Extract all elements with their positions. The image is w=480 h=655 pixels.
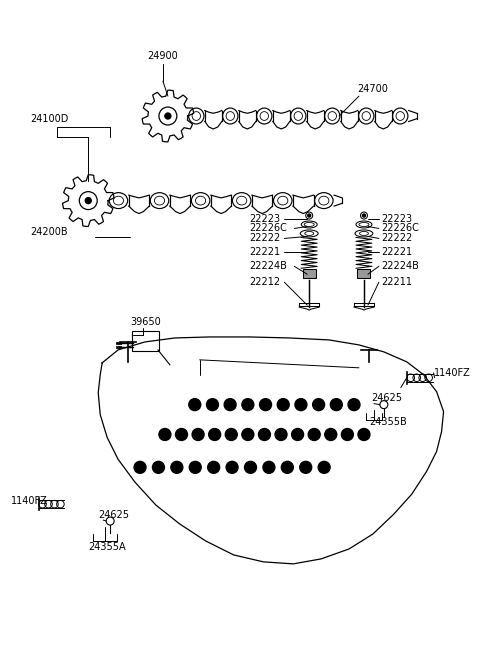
Text: 24200B: 24200B [31,227,68,238]
FancyBboxPatch shape [303,269,316,278]
Circle shape [189,461,201,474]
Circle shape [300,461,312,474]
Text: 39650: 39650 [130,317,161,327]
Circle shape [226,461,238,474]
Circle shape [85,198,91,204]
Circle shape [242,399,254,411]
Text: 24355A: 24355A [88,542,126,552]
Text: 22212: 22212 [250,277,281,287]
Circle shape [224,399,236,411]
Text: 24625: 24625 [371,392,402,403]
Text: 22226C: 22226C [381,223,419,233]
Circle shape [258,428,270,440]
Circle shape [325,428,337,440]
Text: 22222: 22222 [250,233,281,244]
Circle shape [263,461,275,474]
FancyBboxPatch shape [358,269,371,278]
Circle shape [330,399,342,411]
Circle shape [295,399,307,411]
Circle shape [192,428,204,440]
Circle shape [209,428,221,440]
Text: 22224B: 22224B [250,261,288,271]
Text: 24625: 24625 [98,510,129,520]
Text: 24700: 24700 [357,84,388,94]
Text: 22223: 22223 [381,214,412,223]
Text: 24100D: 24100D [31,114,69,124]
Text: 22211: 22211 [381,277,412,287]
Circle shape [225,428,237,440]
Circle shape [358,428,370,440]
Circle shape [348,399,360,411]
Circle shape [159,428,171,440]
Circle shape [281,461,293,474]
Circle shape [171,461,183,474]
Circle shape [292,428,303,440]
Circle shape [244,461,256,474]
Text: 1140FZ: 1140FZ [433,368,470,378]
Circle shape [208,461,220,474]
Circle shape [165,113,171,119]
Text: 22221: 22221 [381,248,412,257]
Circle shape [362,214,365,217]
Text: 24355B: 24355B [369,417,407,426]
Text: 22226C: 22226C [250,223,288,233]
Circle shape [242,428,254,440]
Circle shape [308,428,320,440]
Circle shape [176,428,188,440]
Circle shape [260,399,272,411]
Circle shape [189,399,201,411]
Circle shape [275,428,287,440]
Text: 24900: 24900 [147,51,178,62]
Text: 22222: 22222 [381,233,412,244]
Circle shape [206,399,218,411]
Text: 22224B: 22224B [381,261,419,271]
Circle shape [341,428,353,440]
Circle shape [318,461,330,474]
Text: 22221: 22221 [250,248,281,257]
Circle shape [134,461,146,474]
Circle shape [312,399,324,411]
Circle shape [153,461,165,474]
Text: 22223: 22223 [250,214,281,223]
Circle shape [277,399,289,411]
Circle shape [308,214,311,217]
Text: 1140FZ: 1140FZ [11,496,48,506]
